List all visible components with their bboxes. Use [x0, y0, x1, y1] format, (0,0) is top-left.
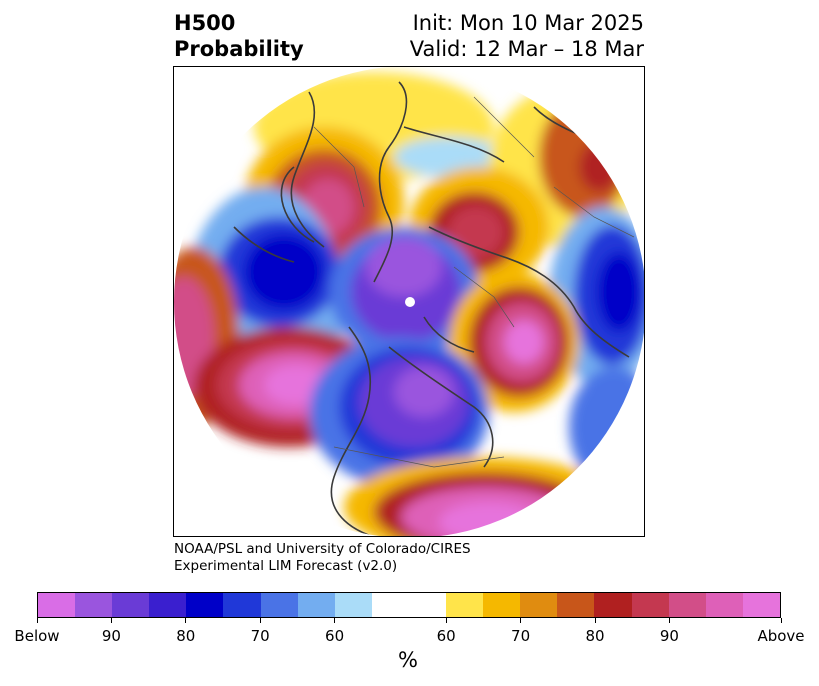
credit-line-1: NOAA/PSL and University of Colorado/CIRE… [174, 541, 471, 557]
colorbar-tick [780, 618, 782, 623]
colorbar-tick [110, 618, 112, 623]
colorbar-segment [112, 593, 150, 617]
valid-range: Valid: 12 Mar – 18 Mar [409, 37, 644, 61]
colorbar-segment [38, 593, 76, 617]
colorbar-segment [520, 593, 558, 617]
colorbar-tick [520, 618, 522, 623]
anomaly-field [174, 67, 644, 536]
colorbar-segment [75, 593, 113, 617]
colorbar-segment [446, 593, 484, 617]
colorbar-segment [594, 593, 632, 617]
colorbar-segment [334, 593, 372, 617]
chart-title-right: Init: Mon 10 Mar 2025 Valid: 12 Mar – 18… [410, 10, 644, 62]
colorbar-tick [445, 618, 447, 623]
colorbar-tick [259, 618, 261, 623]
colorbar-segment [557, 593, 595, 617]
colorbar-tick-label: 90 [101, 627, 121, 645]
colorbar-tick [185, 618, 187, 623]
coastlines [233, 81, 630, 536]
colorbar-segment [223, 593, 261, 617]
polar-map [173, 66, 645, 537]
init-date: Init: Mon 10 Mar 2025 [412, 11, 644, 35]
colorbar-segment [371, 593, 447, 617]
colorbar-tick-label: 60 [436, 627, 456, 645]
colorbar-tick [594, 618, 596, 623]
colorbar-tick [334, 618, 336, 623]
colorbar-segment [186, 593, 224, 617]
colorbar-tick [36, 618, 38, 623]
colorbar-tick-label: Above [757, 627, 805, 645]
chart-title-left: H500 Probability [174, 10, 304, 62]
colorbar-tick-label: Below [14, 627, 60, 645]
colorbar-segment [149, 593, 187, 617]
colorbar-segment [668, 593, 706, 617]
colorbar-segment [483, 593, 521, 617]
colorbar-tick-label: 60 [325, 627, 345, 645]
colorbar-segment [742, 593, 780, 617]
colorbar-tick-label: 80 [585, 627, 605, 645]
colorbar-tick-label: 80 [176, 627, 196, 645]
colorbar-segment [705, 593, 743, 617]
title-variable: H500 [174, 11, 236, 35]
political-borders [313, 96, 635, 468]
colorbar-tick [668, 618, 670, 623]
colorbar-unit: % [398, 648, 418, 672]
colorbar-segment [631, 593, 669, 617]
colorbar-tick-label: 70 [511, 627, 531, 645]
colorbar-tick-label: 90 [659, 627, 679, 645]
probability-map-svg [174, 67, 644, 536]
title-quantity: Probability [174, 37, 304, 61]
colorbar-segment [297, 593, 335, 617]
colorbar-segment [260, 593, 298, 617]
colorbar [37, 592, 781, 618]
credit-text: NOAA/PSL and University of Colorado/CIRE… [174, 541, 471, 575]
credit-line-2: Experimental LIM Forecast (v2.0) [174, 558, 398, 574]
colorbar-tick-label: 70 [250, 627, 270, 645]
